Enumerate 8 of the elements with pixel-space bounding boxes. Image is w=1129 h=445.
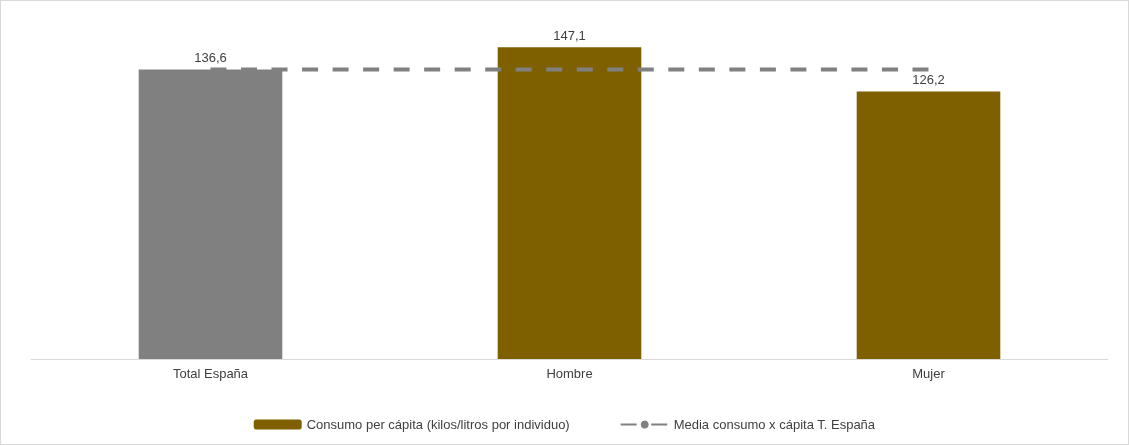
- data-label: 126,2: [912, 72, 945, 88]
- x-tick-label: Mujer: [912, 366, 946, 381]
- legend-label: Consumo per cápita (kilos/litros por individuo): [306, 417, 570, 432]
- x-tick-label: Total España: [172, 366, 249, 381]
- x-tick-label: Hombre: [546, 366, 593, 381]
- legend-label: Media consumo x cápita T. España: [673, 417, 876, 432]
- data-label: 136,6: [194, 50, 227, 66]
- data-label: 147,1: [553, 28, 586, 44]
